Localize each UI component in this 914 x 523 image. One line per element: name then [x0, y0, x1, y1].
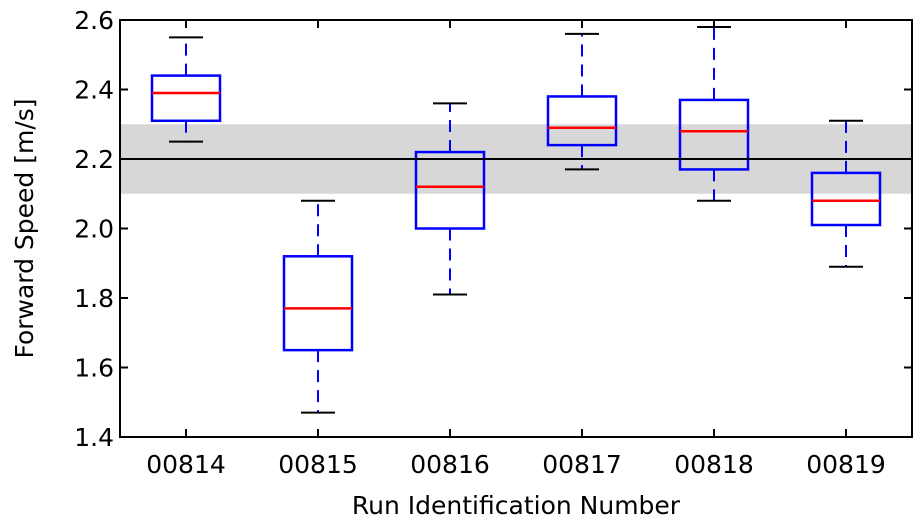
- y-tick-label: 1.4: [74, 423, 114, 452]
- box-iqr: [282, 255, 354, 352]
- x-tick-label: 00815: [278, 450, 358, 479]
- y-tick-label: 1.8: [74, 284, 114, 313]
- plot-area-frame: [119, 19, 913, 438]
- box-iqr: [414, 150, 486, 230]
- y-tick-label: 1.6: [74, 354, 114, 383]
- box-iqr: [546, 95, 618, 147]
- x-tick-label: 00817: [542, 450, 622, 479]
- box-iqr: [150, 74, 222, 123]
- tick-layer: 1.4 1.6 1.8 2.0 2.2 2.4 2.6 00814 00815 00816 0081…: [74, 6, 912, 479]
- y-tick-label: 2.0: [74, 215, 114, 244]
- y-tick-label: 2.6: [74, 6, 114, 35]
- y-tick-label: 2.2: [74, 145, 114, 174]
- box-00814: [150, 36, 222, 143]
- x-tick-label: 00819: [806, 450, 886, 479]
- x-tick-label: 00816: [410, 450, 490, 479]
- box-iqr: [810, 171, 882, 227]
- box-iqr: [678, 98, 750, 171]
- x-tick-label: 00814: [146, 450, 226, 479]
- box-00819: [810, 119, 882, 268]
- x-axis-label: Run Identification Number: [352, 491, 681, 520]
- box-00816: [414, 102, 486, 296]
- box-00817: [546, 32, 618, 171]
- x-tick-label: 00818: [674, 450, 754, 479]
- box-00815: [282, 199, 354, 414]
- y-tick-label: 2.4: [74, 76, 114, 105]
- y-axis-label: Forward Speed [m/s]: [10, 98, 39, 358]
- box-layer: [150, 25, 882, 414]
